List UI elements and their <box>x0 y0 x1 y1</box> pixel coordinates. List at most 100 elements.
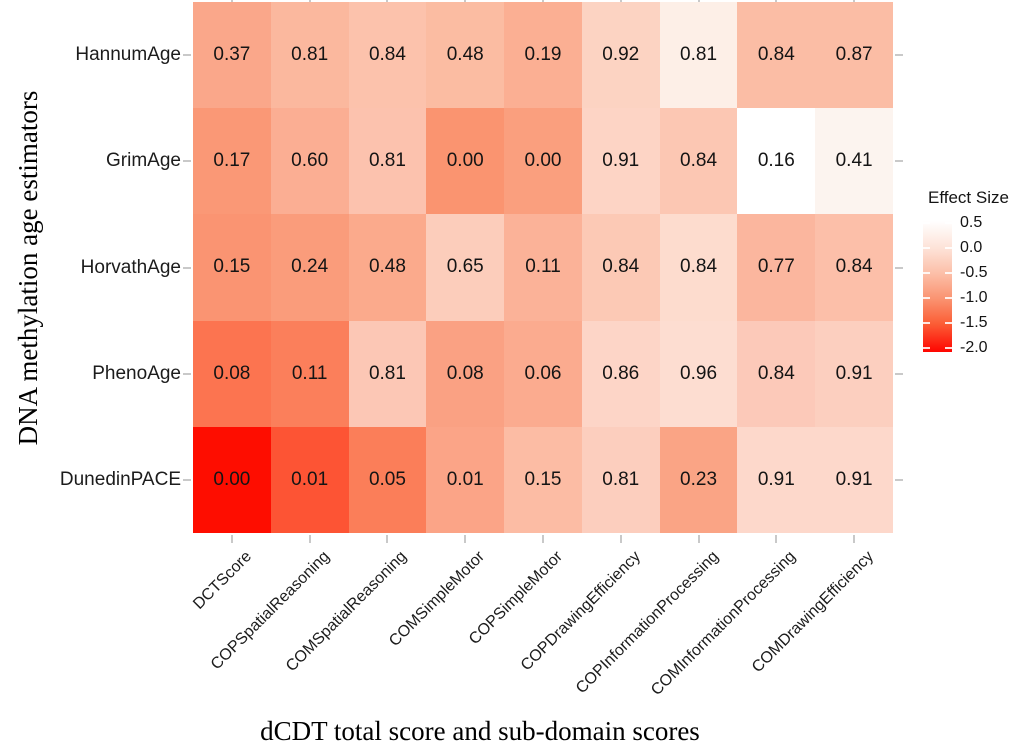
legend-tick-label: 0.5 <box>960 214 983 231</box>
heatmap-cell: 0.77 <box>737 214 816 321</box>
heatmap-cell: 0.06 <box>504 320 582 427</box>
axis-tick <box>542 535 544 543</box>
axis-tick <box>853 535 856 543</box>
axis-tick <box>895 266 903 269</box>
axis-tick <box>183 372 191 375</box>
heatmap-cell: 0.23 <box>659 426 738 533</box>
heatmap-cell: 0.00 <box>193 426 271 533</box>
legend-tick-label: -1.0 <box>960 289 988 306</box>
legend-tick-mark <box>945 322 952 324</box>
heatmap-cell: 0.37 <box>193 2 271 109</box>
heatmap-cell: 0.81 <box>348 108 427 215</box>
axis-tick <box>308 535 311 543</box>
axis-tick <box>895 160 903 163</box>
heatmap-cell: 0.65 <box>426 214 505 321</box>
heatmap-cell: 0.08 <box>193 320 271 427</box>
heatmap-cell: 0.86 <box>581 320 660 427</box>
legend-tick-mark <box>923 347 930 349</box>
heatmap-cell: 0.41 <box>815 108 893 215</box>
axis-tick <box>308 0 311 2</box>
heatmap-cell: 0.84 <box>737 2 816 109</box>
heatmap-cell: 0.81 <box>659 2 738 109</box>
legend-tick-mark <box>923 247 930 249</box>
heatmap-cell: 0.87 <box>815 2 893 109</box>
heatmap-cell: 0.84 <box>348 2 427 109</box>
axis-tick <box>853 0 856 2</box>
axis-tick <box>697 535 700 543</box>
heatmap-cell: 0.91 <box>815 426 893 533</box>
row-label: DunedinPACE <box>59 468 181 490</box>
legend-tick-mark <box>923 272 930 274</box>
row-label: PhenoAge <box>92 362 181 384</box>
heatmap-cell: 0.00 <box>426 108 505 215</box>
heatmap-cell: 0.60 <box>270 108 349 215</box>
axis-tick <box>895 478 903 481</box>
heatmap-cell: 0.17 <box>193 108 271 215</box>
x-axis-title: dCDT total score and sub-domain scores <box>260 716 700 746</box>
heatmap-cell: 0.84 <box>659 214 738 321</box>
legend-tick-mark <box>945 247 952 249</box>
axis-tick <box>697 0 700 2</box>
axis-tick <box>183 54 191 57</box>
legend-tick-mark <box>945 297 952 299</box>
axis-tick <box>183 160 191 163</box>
heatmap-cell: 0.81 <box>348 320 427 427</box>
heatmap-cell: 0.08 <box>426 320 505 427</box>
heatmap-cell: 0.92 <box>581 2 660 109</box>
axis-tick <box>619 0 622 2</box>
axis-tick <box>464 535 467 543</box>
legend-gradient-bar <box>923 221 952 352</box>
heatmap-cell: 0.48 <box>426 2 505 109</box>
legend-title: Effect Size <box>928 188 1009 207</box>
heatmap-cell: 0.91 <box>737 426 816 533</box>
heatmap-cell: 0.11 <box>270 320 349 427</box>
row-label: HannumAge <box>75 44 181 66</box>
heatmap-cell: 0.11 <box>504 214 582 321</box>
legend-tick-mark <box>923 222 930 224</box>
heatmap-cell: 0.15 <box>193 214 271 321</box>
heatmap-cell: 0.84 <box>581 214 660 321</box>
heatmap-cell: 0.81 <box>581 426 660 533</box>
legend-tick-mark <box>945 222 952 224</box>
legend-tick-label: -2.0 <box>960 339 988 356</box>
heatmap-cell: 0.05 <box>348 426 427 533</box>
axis-tick <box>895 372 903 375</box>
legend-tick-label: -0.5 <box>960 264 988 281</box>
axis-tick <box>183 478 191 481</box>
heatmap-grid: 0.37 0.81 0.84 0.48 0.19 0.92 0.81 0.84 0.87 0.17… <box>193 2 893 533</box>
legend-tick-mark <box>945 347 952 349</box>
row-label: HorvathAge <box>80 256 181 278</box>
heatmap-cell: 0.81 <box>270 2 349 109</box>
axis-tick <box>183 266 191 269</box>
axis-tick <box>775 535 778 543</box>
axis-tick <box>775 0 778 2</box>
heatmap-cell: 0.84 <box>815 214 893 321</box>
heatmap-cell: 0.91 <box>815 320 893 427</box>
axis-tick <box>386 0 389 2</box>
axis-tick <box>230 0 233 2</box>
heatmap-cell: 0.84 <box>659 108 738 215</box>
heatmap-cell: 0.19 <box>504 2 582 109</box>
heatmap-cell: 0.01 <box>270 426 349 533</box>
axis-tick <box>230 535 233 543</box>
axis-tick <box>464 0 467 2</box>
legend-tick-mark <box>923 297 930 299</box>
heatmap-cell: 0.24 <box>270 214 349 321</box>
heatmap-cell: 0.01 <box>426 426 505 533</box>
legend-tick-label: 0.0 <box>960 239 983 256</box>
legend-tick-label: -1.5 <box>960 314 988 331</box>
legend-tick-mark <box>923 322 930 324</box>
heatmap-cell: 0.91 <box>581 108 660 215</box>
axis-tick <box>542 0 544 2</box>
heatmap-cell: 0.48 <box>348 214 427 321</box>
heatmap-cell: 0.96 <box>659 320 738 427</box>
row-label: GrimAge <box>106 150 181 172</box>
axis-tick <box>386 535 389 543</box>
heatmap-cell: 0.15 <box>504 426 582 533</box>
axis-tick <box>895 54 903 57</box>
heatmap-cell: 0.16 <box>737 108 816 215</box>
legend-tick-mark <box>945 272 952 274</box>
heatmap-cell: 0.84 <box>737 320 816 427</box>
heatmap-cell: 0.00 <box>504 108 582 215</box>
